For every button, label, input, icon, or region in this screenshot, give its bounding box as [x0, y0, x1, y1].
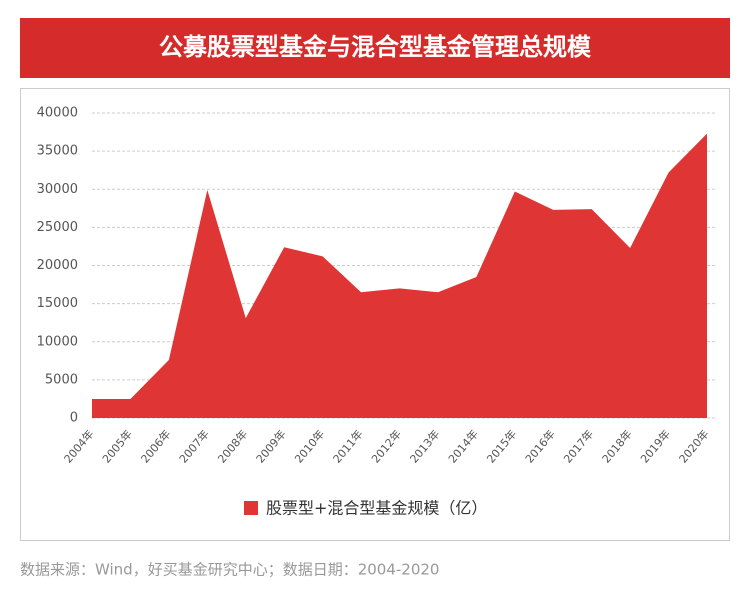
- x-tick-label: 2007年: [176, 427, 212, 466]
- x-tick-label: 2016年: [522, 427, 558, 466]
- source: 数据来源：Wind，好买基金研究中心；数据日期：2004-2020: [20, 561, 439, 579]
- x-tick-label: 2004年: [61, 427, 97, 466]
- x-tick-label: 2014年: [445, 427, 481, 466]
- x-tick-label: 2018年: [599, 427, 635, 466]
- y-tick-label: 15000: [37, 296, 78, 311]
- x-tick-label: 2012年: [368, 427, 404, 466]
- y-tick-label: 40000: [37, 106, 78, 121]
- y-tick-label: 25000: [37, 220, 78, 235]
- legend-swatch: [244, 501, 258, 515]
- x-tick-label: 2008年: [215, 427, 251, 466]
- y-tick-label: 10000: [37, 334, 78, 349]
- y-tick-label: 20000: [37, 258, 78, 273]
- y-tick-label: 0: [70, 411, 78, 426]
- x-tick-label: 2011年: [330, 427, 366, 466]
- x-tick-label: 2005年: [99, 427, 135, 466]
- area: [92, 133, 707, 418]
- legend-label: 股票型+混合型基金规模（亿）: [266, 499, 487, 518]
- title-banner: [20, 18, 730, 78]
- x-tick-label: 2010年: [291, 427, 327, 466]
- x-tick-label: 2009年: [253, 427, 289, 466]
- y-tick-label: 30000: [37, 182, 78, 197]
- chart-frame: [20, 88, 730, 541]
- x-tick-label: 2015年: [484, 427, 520, 466]
- x-tick-label: 2006年: [138, 427, 174, 466]
- x-tick-label: 2019年: [637, 427, 673, 466]
- y-tick-label: 35000: [37, 144, 78, 159]
- x-tick-label: 2020年: [676, 427, 712, 466]
- y-tick-label: 5000: [45, 372, 78, 387]
- x-tick-label: 2017年: [560, 427, 596, 466]
- title: 公募股票型基金与混合型基金管理总规模: [159, 33, 592, 61]
- x-tick-label: 2013年: [407, 427, 443, 466]
